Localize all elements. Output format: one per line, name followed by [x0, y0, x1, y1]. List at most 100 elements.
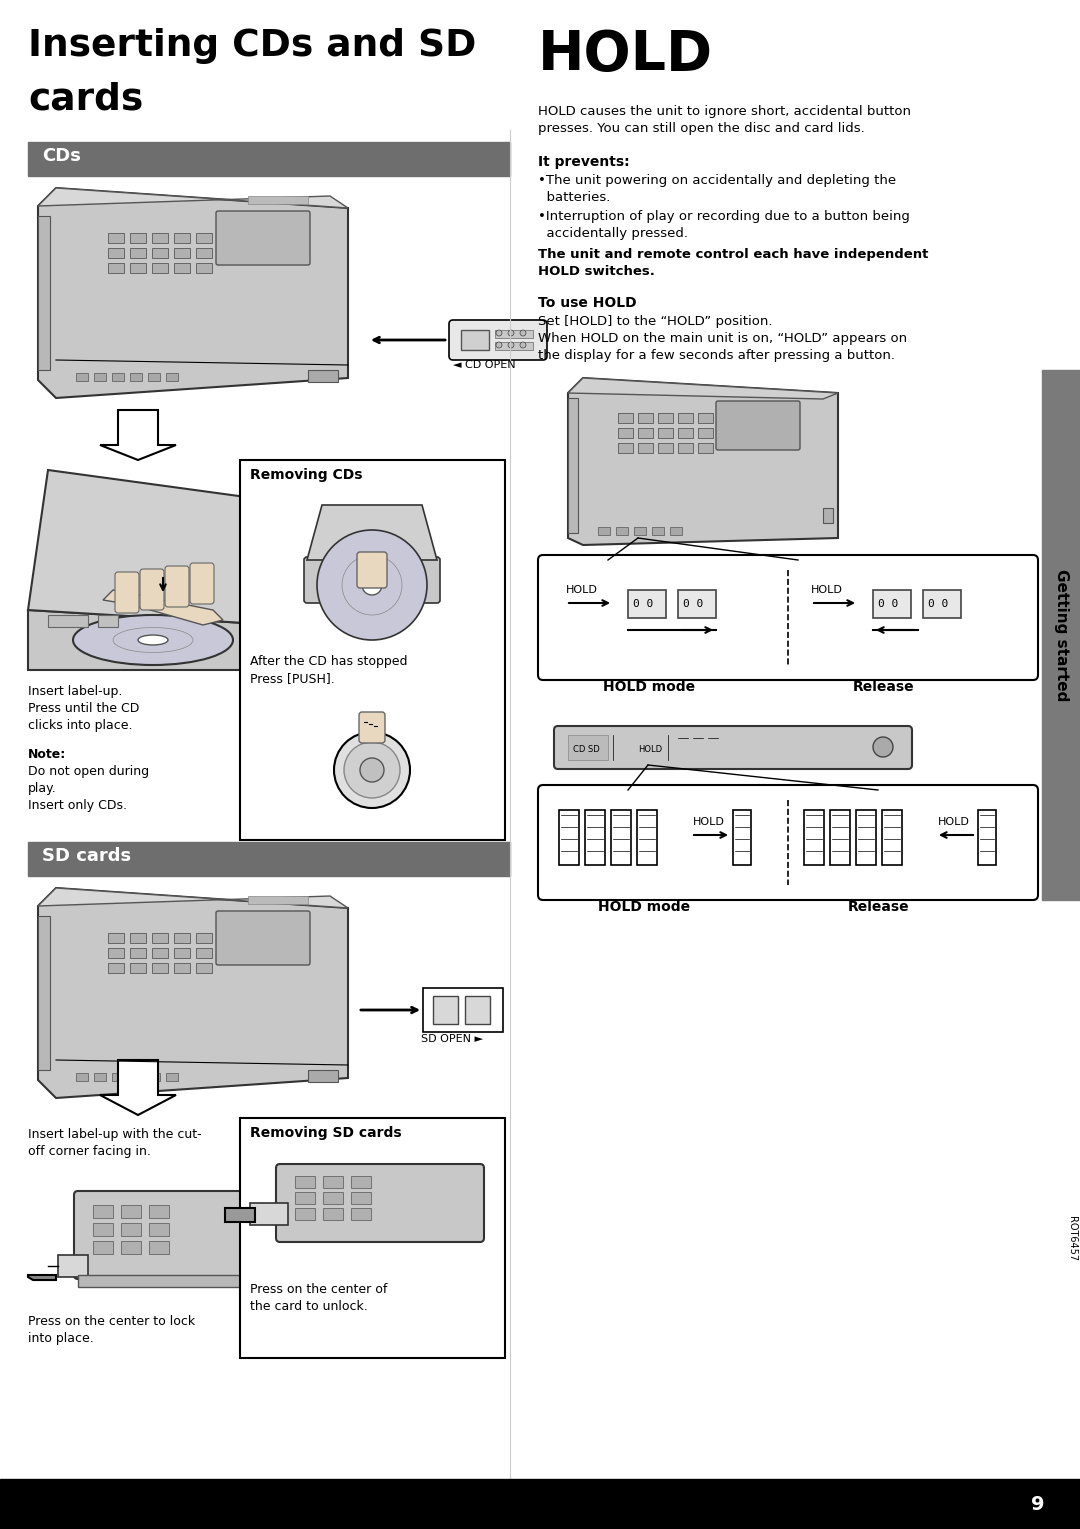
- Bar: [804, 810, 824, 865]
- Bar: [112, 1073, 124, 1081]
- Bar: [856, 810, 876, 865]
- Bar: [152, 963, 168, 972]
- Bar: [108, 933, 124, 943]
- Bar: [568, 398, 578, 534]
- Bar: [652, 528, 664, 535]
- Bar: [323, 1193, 343, 1203]
- Bar: [121, 1242, 141, 1254]
- Bar: [733, 810, 751, 865]
- Text: 0 0: 0 0: [928, 599, 948, 609]
- Text: Release: Release: [848, 901, 909, 914]
- Polygon shape: [28, 610, 278, 670]
- Bar: [108, 263, 124, 274]
- Bar: [882, 810, 902, 865]
- Bar: [637, 810, 657, 865]
- Bar: [166, 373, 178, 381]
- Text: Do not open during: Do not open during: [28, 764, 149, 778]
- FancyBboxPatch shape: [357, 552, 387, 589]
- Text: Press [PUSH].: Press [PUSH].: [249, 673, 335, 685]
- Circle shape: [362, 575, 382, 595]
- Text: HOLD: HOLD: [939, 816, 970, 827]
- Text: 9: 9: [1031, 1494, 1044, 1514]
- Bar: [28, 142, 510, 176]
- Text: Press on the center of: Press on the center of: [249, 1283, 388, 1297]
- FancyBboxPatch shape: [216, 911, 310, 965]
- Text: It prevents:: It prevents:: [538, 154, 630, 170]
- Text: To use HOLD: To use HOLD: [538, 297, 636, 310]
- Text: SD OPEN ►: SD OPEN ►: [421, 1034, 483, 1044]
- Polygon shape: [38, 188, 348, 398]
- Bar: [611, 810, 631, 865]
- FancyBboxPatch shape: [359, 713, 384, 743]
- Bar: [152, 933, 168, 943]
- Bar: [658, 443, 673, 453]
- Bar: [618, 443, 633, 453]
- Bar: [634, 528, 646, 535]
- Bar: [240, 460, 505, 839]
- Text: into place.: into place.: [28, 1332, 94, 1346]
- Bar: [1042, 370, 1080, 901]
- Bar: [616, 528, 627, 535]
- Polygon shape: [568, 378, 838, 544]
- Text: Inserting CDs and SD: Inserting CDs and SD: [28, 28, 476, 64]
- FancyBboxPatch shape: [303, 557, 440, 602]
- Text: HOLD: HOLD: [566, 586, 598, 595]
- Bar: [130, 248, 146, 258]
- Text: ROT6457: ROT6457: [1067, 1217, 1077, 1261]
- FancyBboxPatch shape: [538, 555, 1038, 680]
- Text: HOLD switches.: HOLD switches.: [538, 265, 654, 278]
- Text: Getting started: Getting started: [1053, 569, 1068, 702]
- Bar: [174, 263, 190, 274]
- Bar: [108, 963, 124, 972]
- Bar: [93, 1205, 113, 1219]
- Text: play.: play.: [28, 781, 57, 795]
- Bar: [308, 1070, 338, 1083]
- Bar: [130, 933, 146, 943]
- Bar: [93, 1242, 113, 1254]
- Circle shape: [873, 737, 893, 757]
- Bar: [295, 1176, 315, 1188]
- Bar: [465, 995, 490, 1024]
- Text: Removing CDs: Removing CDs: [249, 468, 363, 482]
- Circle shape: [240, 642, 256, 657]
- Bar: [678, 428, 693, 437]
- Polygon shape: [103, 590, 222, 625]
- Text: off corner facing in.: off corner facing in.: [28, 1145, 151, 1157]
- Bar: [923, 590, 961, 618]
- Bar: [678, 413, 693, 424]
- Bar: [658, 428, 673, 437]
- Bar: [638, 413, 653, 424]
- Bar: [149, 1242, 168, 1254]
- Text: SD cards: SD cards: [42, 847, 131, 865]
- Bar: [433, 995, 458, 1024]
- Text: Insert label-up.: Insert label-up.: [28, 685, 122, 699]
- FancyBboxPatch shape: [216, 211, 310, 265]
- FancyBboxPatch shape: [114, 572, 139, 613]
- FancyBboxPatch shape: [538, 784, 1038, 901]
- Bar: [174, 963, 190, 972]
- FancyBboxPatch shape: [190, 563, 214, 604]
- Bar: [149, 1223, 168, 1235]
- Text: CDs: CDs: [42, 147, 81, 165]
- Text: the display for a few seconds after pressing a button.: the display for a few seconds after pres…: [538, 349, 895, 362]
- Bar: [568, 735, 608, 760]
- Bar: [152, 263, 168, 274]
- Text: Release: Release: [853, 680, 915, 694]
- Bar: [195, 263, 212, 274]
- Bar: [78, 1275, 258, 1287]
- Bar: [351, 1176, 372, 1188]
- Bar: [618, 413, 633, 424]
- Text: HOLD mode: HOLD mode: [598, 901, 690, 914]
- Text: HOLD: HOLD: [811, 586, 842, 595]
- Ellipse shape: [138, 635, 168, 645]
- Bar: [823, 508, 833, 523]
- Polygon shape: [28, 1275, 56, 1280]
- Text: Removing SD cards: Removing SD cards: [249, 1125, 402, 1141]
- Circle shape: [496, 330, 502, 336]
- FancyBboxPatch shape: [276, 1164, 484, 1242]
- Bar: [94, 1073, 106, 1081]
- Bar: [108, 948, 124, 959]
- Bar: [658, 413, 673, 424]
- Circle shape: [508, 342, 514, 349]
- Bar: [249, 1203, 288, 1225]
